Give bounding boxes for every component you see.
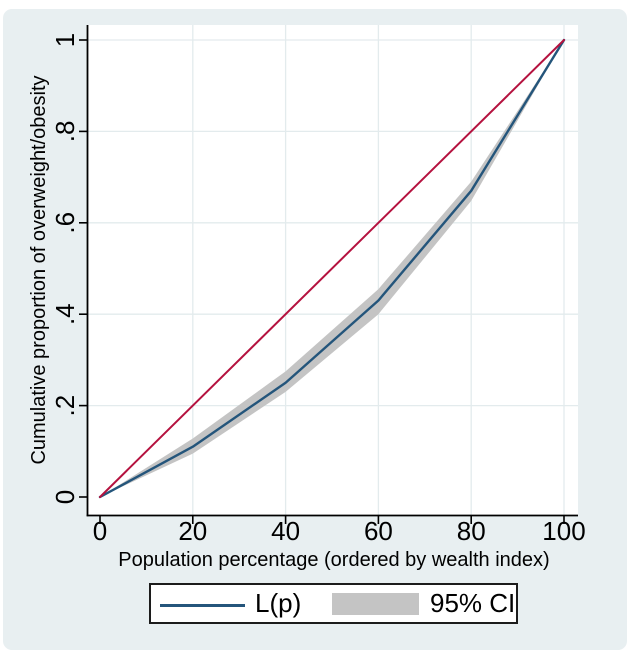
gridlines xyxy=(87,25,578,516)
x-tick-label: 0 xyxy=(93,516,107,546)
lorenz-curve-line xyxy=(98,38,566,499)
x-axis-tick-labels: 0 20 40 60 80 100 xyxy=(93,516,586,546)
x-tick-label: 80 xyxy=(457,516,486,546)
legend-label-ci: 95% CI xyxy=(430,588,516,618)
x-tick-label: 40 xyxy=(271,516,300,546)
equality-line xyxy=(99,39,565,498)
y-tick-label: 0 xyxy=(50,490,80,504)
x-tick-label: 100 xyxy=(542,516,585,546)
curves xyxy=(98,38,566,499)
y-tick-label: .8 xyxy=(50,121,80,143)
y-tick-label: .2 xyxy=(50,395,80,417)
y-tick-label: .4 xyxy=(50,303,80,325)
legend-line-swatch-lp xyxy=(160,604,245,607)
legend-box-swatch-ci xyxy=(332,593,419,615)
x-tick-label: 20 xyxy=(178,516,207,546)
x-tick-label: 60 xyxy=(364,516,393,546)
y-axis-title: Cumulative proportion of overweight/obes… xyxy=(28,75,50,464)
x-axis-ticks xyxy=(99,515,565,524)
y-tick-label: 1 xyxy=(50,33,80,47)
y-axis-tick-labels: 0 .2 .4 .6 .8 1 xyxy=(50,33,80,504)
y-tick-label: .6 xyxy=(50,212,80,234)
y-axis-ticks xyxy=(79,39,88,498)
legend-label-lp: L(p) xyxy=(255,588,302,618)
legend: L(p) 95% CI xyxy=(149,583,518,624)
x-axis-title: Population percentage (ordered by wealth… xyxy=(118,549,549,571)
